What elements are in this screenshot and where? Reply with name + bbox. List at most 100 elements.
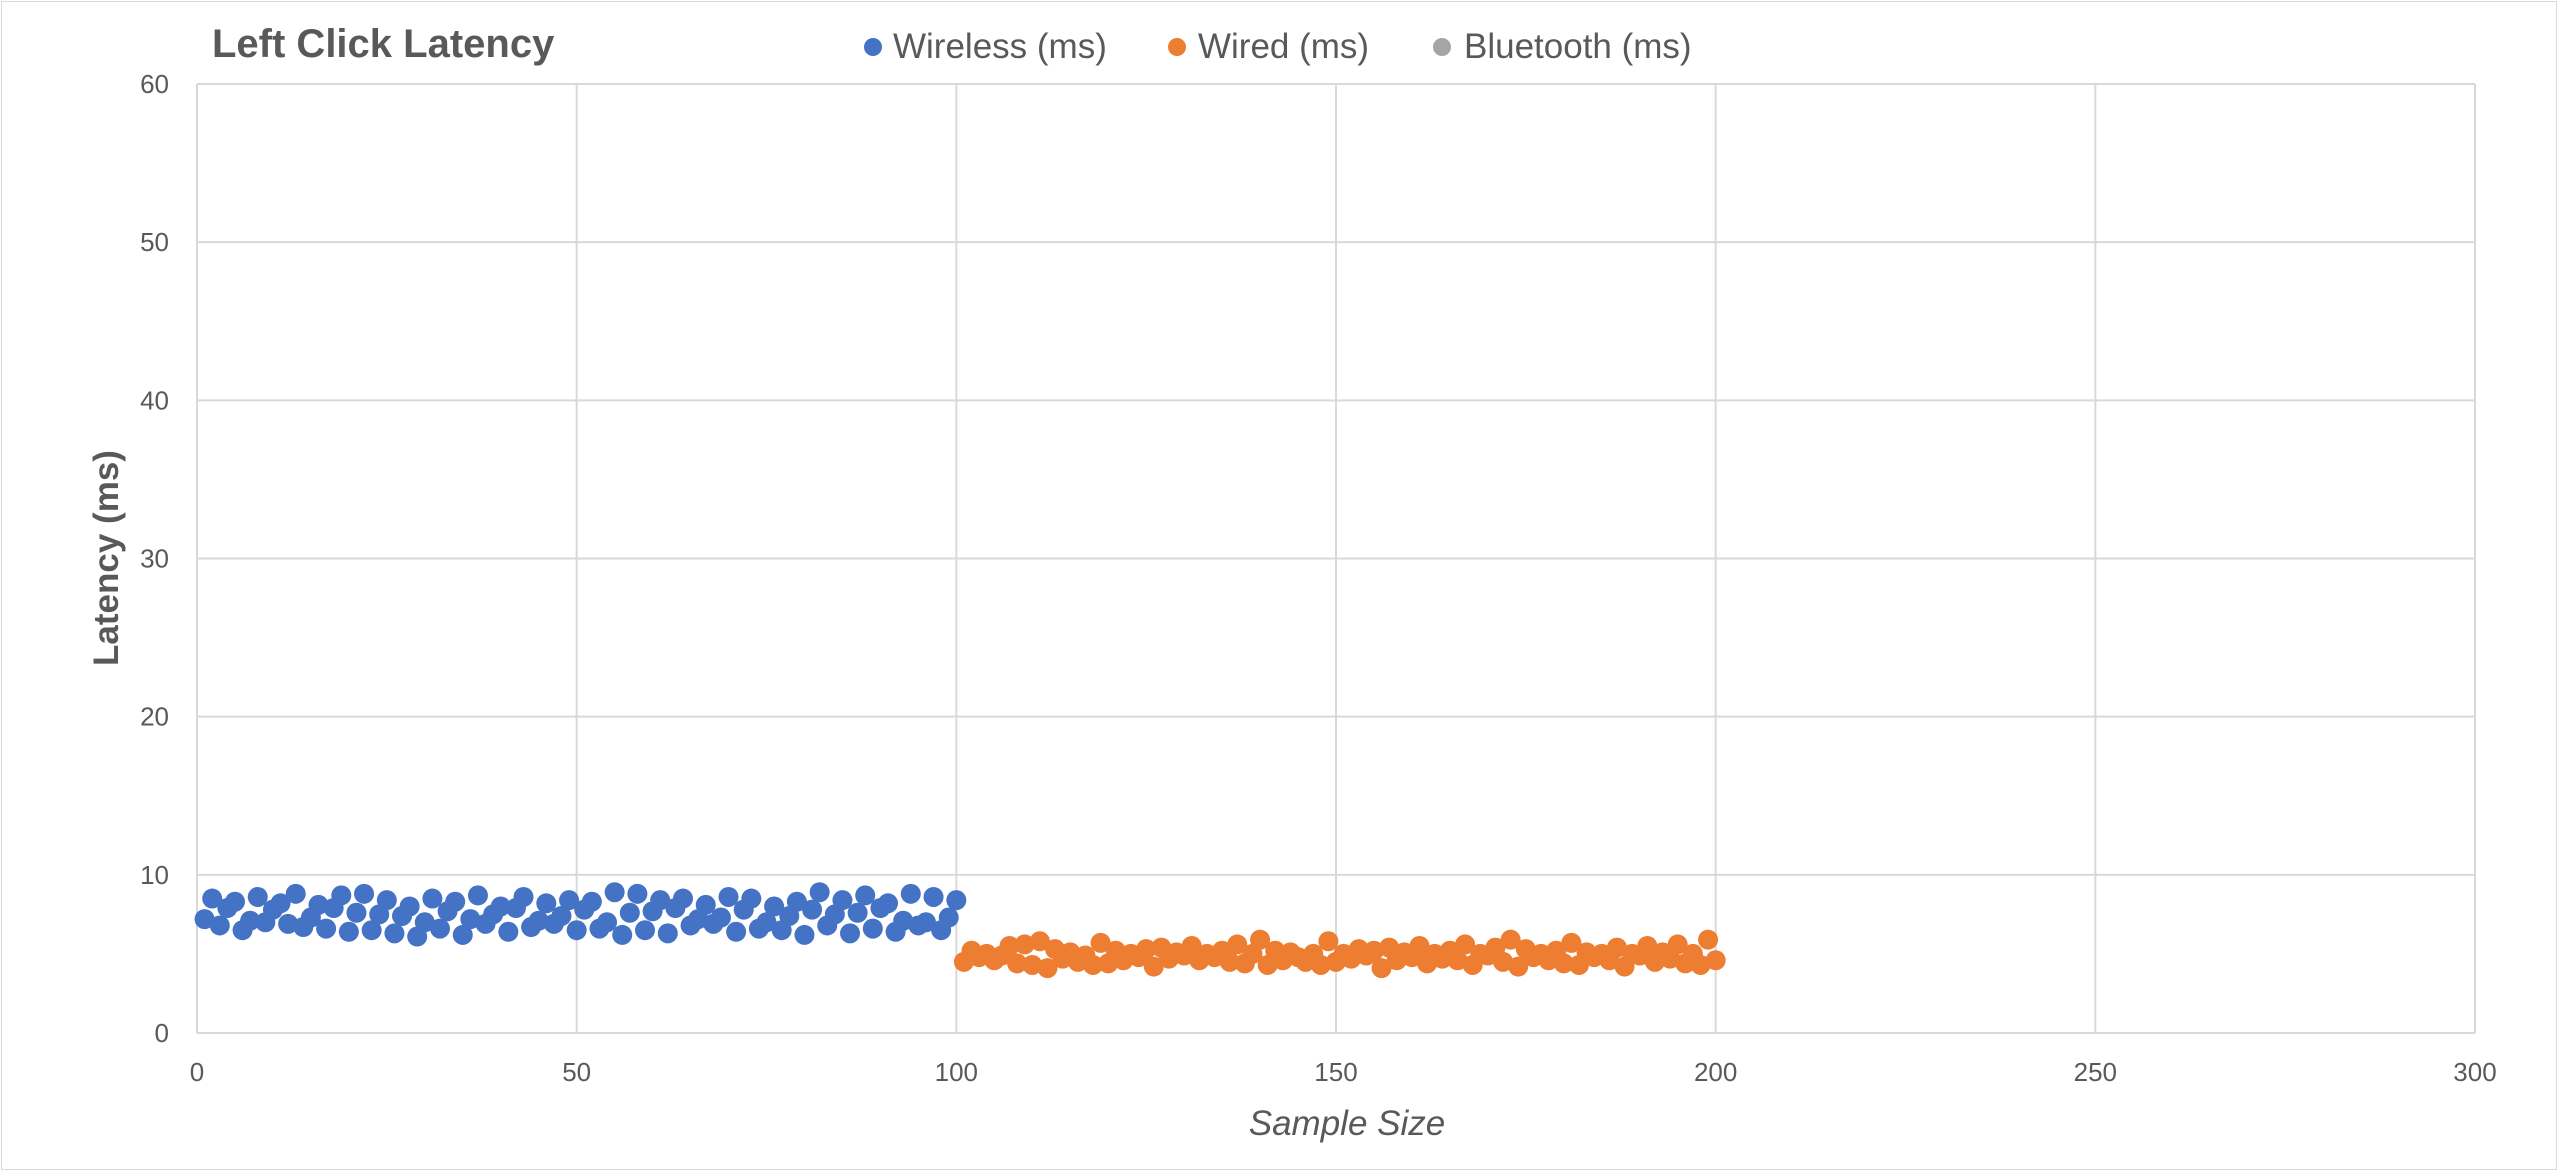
legend: Wireless (ms) Wired (ms) Bluetooth (ms) xyxy=(864,27,1692,66)
legend-label-wireless: Wireless (ms) xyxy=(893,27,1107,66)
point-wireless xyxy=(384,923,405,944)
point-wireless xyxy=(354,883,375,904)
point-wired xyxy=(1310,954,1331,975)
legend-item-bluetooth: Bluetooth (ms) xyxy=(1433,27,1692,66)
point-wireless xyxy=(278,913,299,934)
chart-title: Left Click Latency xyxy=(212,22,555,66)
point-wireless xyxy=(657,923,678,944)
gridlines xyxy=(196,83,2476,1034)
x-tick-label: 150 xyxy=(1314,1057,1357,1087)
point-wireless xyxy=(847,902,868,923)
point-wireless xyxy=(566,920,587,941)
point-wired xyxy=(1637,936,1658,957)
point-wired xyxy=(1409,936,1430,957)
point-wireless xyxy=(581,891,602,912)
legend-label-bluetooth: Bluetooth (ms) xyxy=(1464,27,1692,66)
x-tick-label: 300 xyxy=(2453,1057,2496,1087)
point-wireless xyxy=(559,890,580,911)
point-wired xyxy=(1363,940,1384,961)
point-wireless xyxy=(452,924,473,945)
x-tick-label: 0 xyxy=(190,1057,204,1087)
point-wireless xyxy=(946,890,967,911)
x-axis-title: Sample Size xyxy=(1249,1104,1445,1143)
point-wired xyxy=(1667,934,1688,955)
point-wireless xyxy=(710,907,731,928)
point-wireless xyxy=(429,918,450,939)
point-wired xyxy=(1690,954,1711,975)
point-wireless xyxy=(802,899,823,920)
point-wireless xyxy=(840,923,861,944)
legend-label-wired: Wired (ms) xyxy=(1198,27,1369,66)
point-wireless xyxy=(893,910,914,931)
point-wireless xyxy=(718,886,739,907)
legend-marker-wired xyxy=(1168,38,1186,56)
point-wired xyxy=(1219,951,1240,972)
point-wireless xyxy=(809,882,830,903)
point-wireless xyxy=(498,921,519,942)
point-wireless xyxy=(915,912,936,933)
y-axis-title: Latency (ms) xyxy=(87,450,126,666)
point-wired xyxy=(1083,954,1104,975)
x-tick-label: 200 xyxy=(1694,1057,1737,1087)
legend-item-wired: Wired (ms) xyxy=(1168,27,1369,66)
point-wireless xyxy=(490,896,511,917)
point-wired xyxy=(1037,958,1058,979)
point-wireless xyxy=(285,883,306,904)
point-wireless xyxy=(460,909,481,930)
y-tick-label: 30 xyxy=(140,544,169,574)
point-wireless xyxy=(316,918,337,939)
point-wireless xyxy=(764,896,785,917)
point-wireless xyxy=(422,888,443,909)
point-wireless xyxy=(900,883,921,904)
point-wireless xyxy=(202,888,223,909)
point-wireless xyxy=(399,896,420,917)
point-wired xyxy=(1143,956,1164,977)
point-wireless xyxy=(756,912,777,933)
point-wireless xyxy=(741,888,762,909)
point-wired xyxy=(999,936,1020,957)
y-tick-label: 20 xyxy=(140,702,169,732)
point-wireless xyxy=(513,886,534,907)
point-wireless xyxy=(726,921,747,942)
point-wireless xyxy=(270,893,291,914)
point-wired xyxy=(1705,950,1726,971)
point-wired xyxy=(1371,958,1392,979)
x-tick-label: 100 xyxy=(935,1057,978,1087)
point-wireless xyxy=(635,920,656,941)
point-wireless xyxy=(224,891,245,912)
point-wireless xyxy=(346,902,367,923)
point-wired xyxy=(1007,953,1028,974)
point-wired xyxy=(1318,931,1339,952)
point-wired xyxy=(1014,934,1035,955)
legend-item-wireless: Wireless (ms) xyxy=(864,27,1107,66)
point-wireless xyxy=(862,918,883,939)
x-tick-label: 250 xyxy=(2074,1057,2117,1087)
point-wireless xyxy=(650,890,671,911)
point-wireless xyxy=(331,885,352,906)
point-wired xyxy=(1508,956,1529,977)
point-wireless xyxy=(627,883,648,904)
point-wireless xyxy=(338,921,359,942)
point-wired xyxy=(1493,951,1514,972)
point-wireless xyxy=(361,920,382,941)
point-wireless xyxy=(695,894,716,915)
x-tick-label: 50 xyxy=(562,1057,591,1087)
point-wireless xyxy=(786,891,807,912)
point-wired xyxy=(1455,934,1476,955)
legend-marker-bluetooth xyxy=(1433,38,1451,56)
point-wireless xyxy=(877,893,898,914)
point-wireless xyxy=(619,902,640,923)
legend-marker-wireless xyxy=(864,38,882,56)
point-wireless xyxy=(597,912,618,933)
data-points xyxy=(194,882,1726,979)
y-tick-label: 10 xyxy=(140,860,169,890)
point-wireless xyxy=(855,885,876,906)
point-wireless xyxy=(194,909,215,930)
point-wired xyxy=(1553,953,1574,974)
point-wired xyxy=(1500,929,1521,950)
point-wired xyxy=(1227,934,1248,955)
y-tick-label: 40 xyxy=(140,385,169,415)
point-wired xyxy=(1447,950,1468,971)
